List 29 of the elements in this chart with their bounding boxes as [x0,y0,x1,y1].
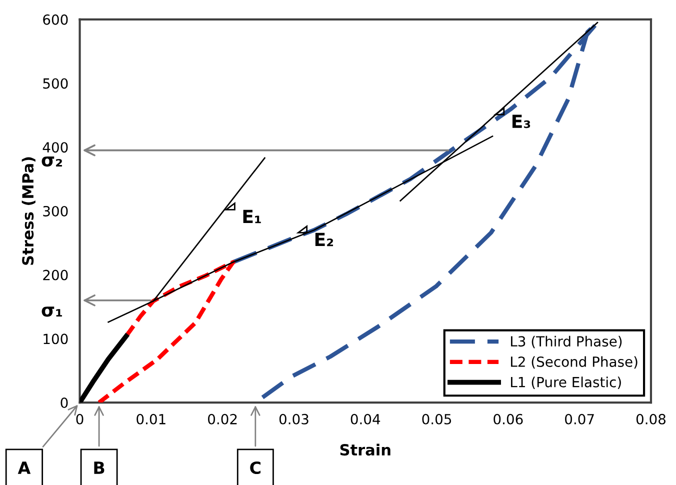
x-tick-label: 0.05 [422,414,452,424]
annotation: C [250,461,260,474]
x-tick-label: 0.01 [136,414,166,424]
annotation: A [18,462,31,474]
annotation: E₃ [512,114,530,128]
x-tick-label: 0.02 [208,414,237,424]
annotation: σ₂ [42,156,62,167]
annotation: σ₁ [42,306,62,317]
annotation: B [94,462,104,474]
legend-label: L2 (Second Phase) [511,356,638,369]
x-tick-label: 0.03 [279,414,308,424]
annotation: E₂ [315,232,333,246]
y-axis-title: Stress (MPa) [22,157,36,265]
y-tick-label: 400 [42,142,68,153]
y-tick-label: 0 [60,398,68,408]
x-tick-label: 0.08 [636,414,666,424]
y-tick-label: 300 [43,206,68,216]
legend-label: L1 (Pure Elastic) [511,376,621,389]
annotation: E₁ [243,210,261,224]
x-axis-title: Strain [340,444,390,456]
y-tick-label: 500 [43,78,68,89]
y-tick-label: 600 [43,14,68,25]
x-tick-label: 0.04 [350,414,380,424]
y-tick-label: 100 [44,334,68,344]
legend-label: L3 (Third Phase) [511,336,622,348]
y-tick-label: 200 [43,270,68,280]
x-tick-label: 0 [76,414,84,424]
x-tick-label: 0.06 [494,414,523,424]
x-tick-label: 0.07 [565,414,594,424]
